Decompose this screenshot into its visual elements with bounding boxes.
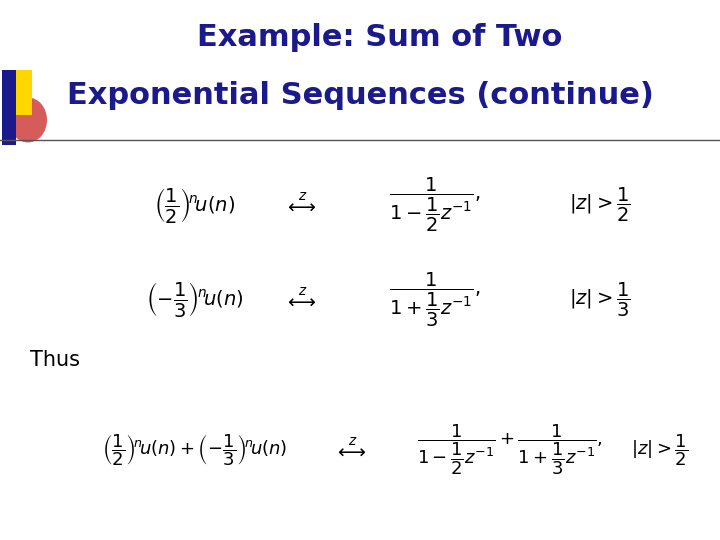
Text: Exponential Sequences (continue): Exponential Sequences (continue) xyxy=(66,80,654,110)
Text: $\dfrac{1}{1-\dfrac{1}{2}z^{-1}},$: $\dfrac{1}{1-\dfrac{1}{2}z^{-1}},$ xyxy=(390,176,481,234)
Text: Thus: Thus xyxy=(30,350,80,370)
Text: $\left(\dfrac{1}{2}\right)^{\!n}\!u(n)+\left(-\dfrac{1}{3}\right)^{\!n}\!u(n)$: $\left(\dfrac{1}{2}\right)^{\!n}\!u(n)+\… xyxy=(102,432,288,468)
Text: Example: Sum of Two: Example: Sum of Two xyxy=(197,24,563,52)
Text: $\left(\dfrac{1}{2}\right)^{\!n}\!u(n)$: $\left(\dfrac{1}{2}\right)^{\!n}\!u(n)$ xyxy=(154,186,235,225)
Text: $\overset{z}{\longleftrightarrow}$: $\overset{z}{\longleftrightarrow}$ xyxy=(284,289,316,311)
Text: $\dfrac{1}{1+\dfrac{1}{3}z^{-1}},$: $\dfrac{1}{1+\dfrac{1}{3}z^{-1}},$ xyxy=(390,271,481,329)
Text: $|z|>\dfrac{1}{2}$: $|z|>\dfrac{1}{2}$ xyxy=(631,432,688,468)
Bar xyxy=(2,70,32,115)
Text: $\dfrac{1}{1-\dfrac{1}{2}z^{-1}}+\dfrac{1}{1+\dfrac{1}{3}z^{-1}},$: $\dfrac{1}{1-\dfrac{1}{2}z^{-1}}+\dfrac{… xyxy=(417,423,603,477)
Text: $\left(-\dfrac{1}{3}\right)^{\!n}\!u(n)$: $\left(-\dfrac{1}{3}\right)^{\!n}\!u(n)$ xyxy=(146,280,244,320)
Bar xyxy=(2,70,16,145)
Ellipse shape xyxy=(9,98,47,143)
Text: $\overset{z}{\longleftrightarrow}$: $\overset{z}{\longleftrightarrow}$ xyxy=(333,438,366,461)
Text: $|z|>\dfrac{1}{3}$: $|z|>\dfrac{1}{3}$ xyxy=(569,281,631,319)
Text: $\overset{z}{\longleftrightarrow}$: $\overset{z}{\longleftrightarrow}$ xyxy=(284,194,316,216)
Text: $|z|>\dfrac{1}{2}$: $|z|>\dfrac{1}{2}$ xyxy=(569,186,631,224)
